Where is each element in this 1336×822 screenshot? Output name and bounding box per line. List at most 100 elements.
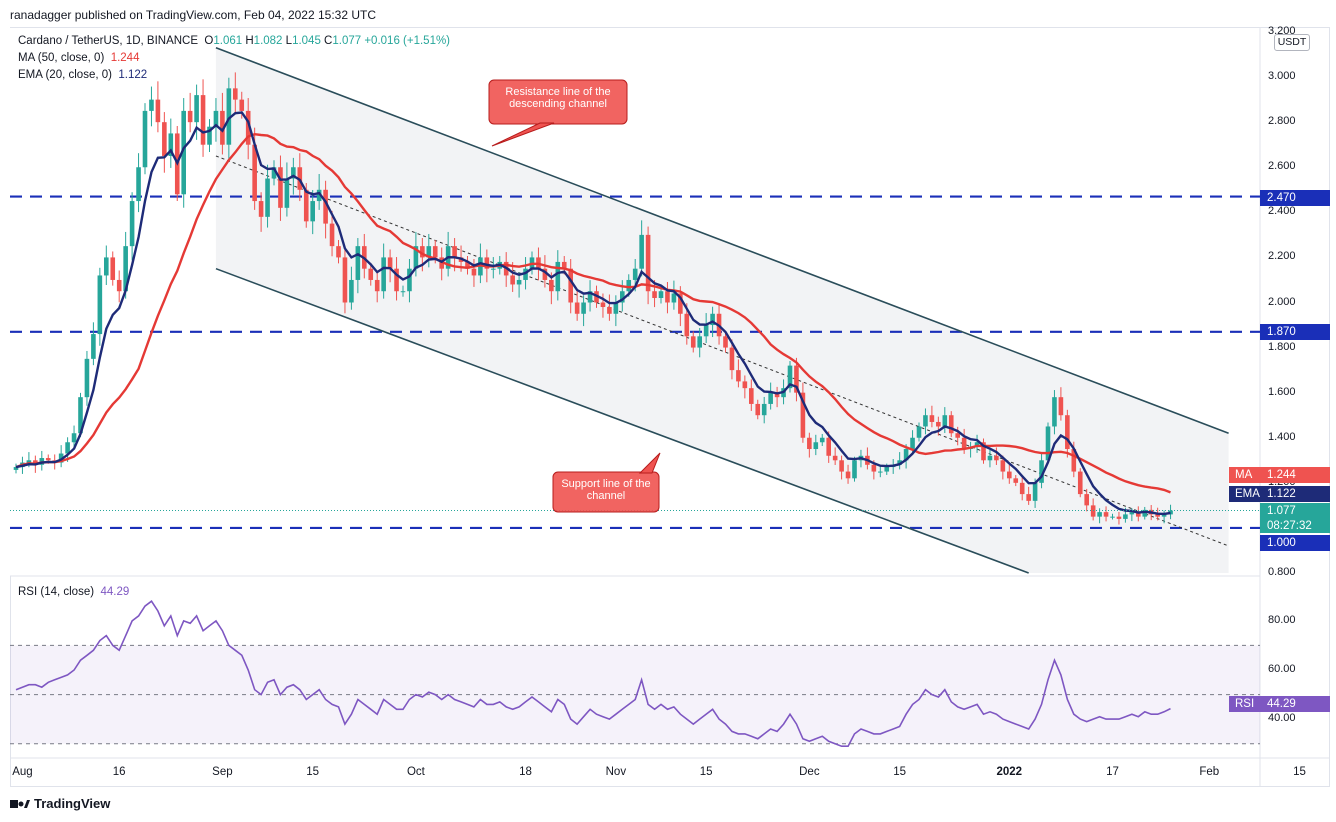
candle-body[interactable] (607, 307, 612, 314)
candle-body[interactable] (678, 293, 683, 314)
candle-body[interactable] (1084, 494, 1089, 506)
candle-body[interactable] (819, 437, 825, 443)
candle-body[interactable] (1155, 514, 1160, 517)
candle-body[interactable] (400, 291, 406, 293)
candle-body[interactable] (1142, 509, 1148, 517)
candle-body[interactable] (78, 397, 83, 434)
candle-body[interactable] (65, 442, 70, 454)
candle-body[interactable] (258, 201, 264, 217)
candle-body[interactable] (271, 167, 277, 179)
tradingview-logo[interactable]: TradingView (10, 796, 110, 811)
candle-body[interactable] (252, 144, 257, 202)
candle-body[interactable] (149, 99, 154, 111)
candle-body[interactable] (1097, 512, 1102, 517)
candle-body[interactable] (239, 99, 245, 111)
candle-body[interactable] (491, 268, 496, 270)
candle-body[interactable] (961, 437, 967, 450)
candle-body[interactable] (729, 347, 735, 371)
candle-body[interactable] (613, 302, 619, 314)
candle-body[interactable] (1168, 510, 1173, 515)
resistance-callout-box[interactable] (488, 79, 628, 125)
candle-body[interactable] (303, 189, 309, 222)
candle-body[interactable] (794, 365, 799, 393)
candle-body[interactable] (1032, 482, 1038, 501)
candle-body[interactable] (155, 99, 161, 123)
candle-body[interactable] (129, 201, 135, 247)
ma50-line[interactable] (15, 132, 1171, 494)
candle-body[interactable] (852, 460, 857, 479)
candle-body[interactable] (832, 455, 838, 461)
candle-body[interactable] (981, 442, 986, 461)
candle-body[interactable] (1045, 426, 1051, 461)
candle-body[interactable] (742, 381, 748, 389)
candle-body[interactable] (1077, 471, 1083, 495)
candle-body[interactable] (1026, 494, 1031, 501)
candle-body[interactable] (923, 415, 928, 427)
candle-body[interactable] (374, 279, 380, 292)
candle-body[interactable] (1116, 516, 1122, 519)
candle-body[interactable] (523, 268, 528, 280)
candle-body[interactable] (162, 122, 167, 156)
candle-body[interactable] (697, 336, 702, 348)
candle-body[interactable] (620, 291, 625, 303)
candle-body[interactable] (1110, 516, 1115, 518)
candle-body[interactable] (233, 88, 238, 100)
candle-body[interactable] (645, 234, 651, 292)
legend-rsi[interactable]: RSI (14, close) 44.29 (18, 586, 129, 598)
candle-body[interactable] (684, 313, 690, 337)
candle-body[interactable] (278, 167, 283, 208)
candle-body[interactable] (1013, 478, 1019, 483)
candle-body[interactable] (916, 426, 922, 438)
candle-body[interactable] (284, 178, 290, 208)
candle-body[interactable] (787, 365, 793, 389)
candle-body[interactable] (845, 471, 851, 479)
candle-body[interactable] (213, 110, 219, 127)
candle-body[interactable] (690, 336, 696, 348)
candle-body[interactable] (452, 246, 457, 258)
candle-body[interactable] (187, 110, 193, 123)
candle-body[interactable] (994, 455, 999, 461)
candle-body[interactable] (413, 246, 419, 269)
candle-body[interactable] (368, 268, 374, 280)
candle-body[interactable] (420, 246, 425, 258)
candle-body[interactable] (342, 257, 348, 303)
candle-body[interactable] (948, 415, 954, 434)
candle-body[interactable] (104, 257, 109, 276)
candle-body[interactable] (142, 110, 148, 168)
candle-body[interactable] (1052, 397, 1057, 427)
candle-body[interactable] (349, 279, 354, 303)
candle-body[interactable] (736, 370, 741, 382)
candle-body[interactable] (355, 246, 361, 280)
candle-body[interactable] (407, 268, 412, 292)
candle-body[interactable] (710, 313, 715, 326)
candle-body[interactable] (1000, 460, 1006, 472)
channel-midline[interactable] (215, 155, 1229, 547)
candle-body[interactable] (91, 334, 96, 359)
candle-body[interactable] (265, 178, 270, 217)
candle-body[interactable] (942, 415, 948, 427)
candle-body[interactable] (703, 325, 709, 337)
candle-body[interactable] (897, 460, 902, 465)
candle-body[interactable] (291, 167, 296, 179)
candle-body[interactable] (910, 437, 915, 450)
legend-ma[interactable]: MA (50, close, 0) 1.244 (18, 52, 139, 64)
candle-body[interactable] (761, 403, 767, 416)
candle-body[interactable] (181, 110, 186, 195)
candle-body[interactable] (484, 257, 490, 269)
candle-body[interactable] (426, 246, 432, 258)
candle-body[interactable] (542, 268, 548, 280)
candle-body[interactable] (329, 223, 335, 247)
candle-body[interactable] (1039, 460, 1044, 483)
candle-body[interactable] (97, 275, 103, 335)
candle-body[interactable] (600, 302, 606, 308)
candle-body[interactable] (245, 110, 251, 145)
candle-body[interactable] (336, 246, 341, 258)
candle-body[interactable] (1065, 415, 1070, 450)
candle-body[interactable] (45, 458, 51, 461)
candle-body[interactable] (549, 279, 554, 292)
candle-body[interactable] (1058, 397, 1064, 416)
candle-body[interactable] (220, 110, 225, 145)
ema20-line[interactable] (15, 111, 1171, 516)
candle-body[interactable] (568, 268, 573, 303)
